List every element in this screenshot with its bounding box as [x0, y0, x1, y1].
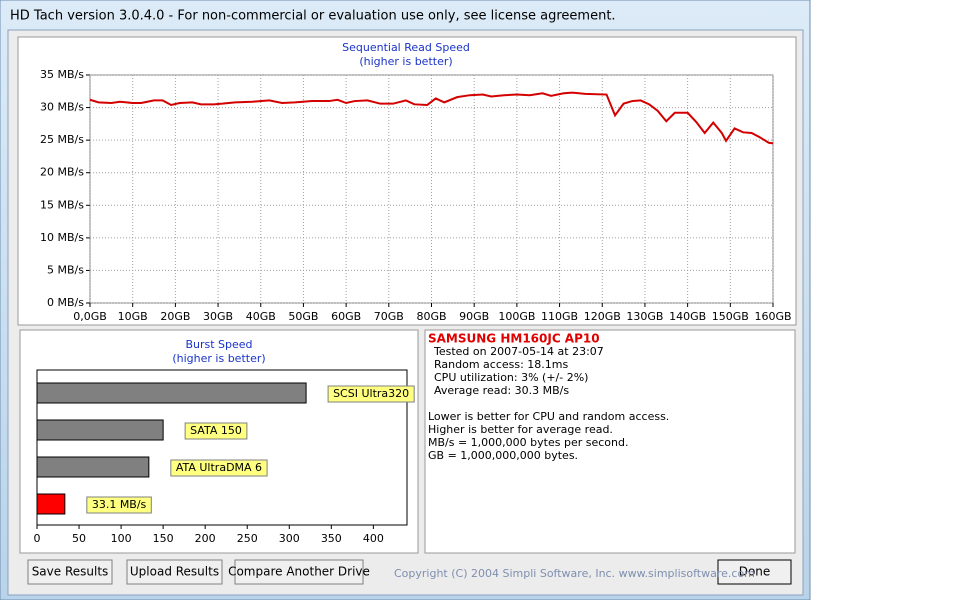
- info-note: Higher is better for average read.: [428, 423, 613, 436]
- bar-label: ATA UltraDMA 6: [176, 461, 262, 474]
- bar-label: 33.1 MB/s: [92, 498, 147, 511]
- x-tick-label: 100: [111, 532, 132, 545]
- chart-title: Burst Speed: [185, 338, 252, 351]
- bar: [36, 419, 164, 441]
- y-tick-label: 15 MB/s: [40, 198, 84, 211]
- chart-title: Sequential Read Speed: [342, 41, 470, 54]
- x-tick-label: 60GB: [331, 310, 361, 323]
- x-tick-label: 200: [195, 532, 216, 545]
- read-speed-line: [89, 91, 774, 145]
- x-tick-label: 150: [153, 532, 174, 545]
- bar-label-box: [184, 422, 248, 440]
- button[interactable]: Upload Results: [126, 559, 223, 585]
- info-note: Lower is better for CPU and random acces…: [428, 410, 669, 423]
- bar: [36, 493, 66, 515]
- bar-label: SCSI Ultra320: [333, 387, 409, 400]
- y-tick-label: 20 MB/s: [40, 166, 84, 179]
- button-face[interactable]: [27, 559, 113, 585]
- y-tick-label: 35 MB/s: [40, 68, 84, 81]
- window-title: HD Tach version 3.0.4.0 - For non-commer…: [10, 9, 616, 24]
- x-tick-label: 140GB: [669, 310, 706, 323]
- bar-label-box: [170, 459, 268, 477]
- x-tick-label: 150GB: [712, 310, 749, 323]
- chart-subtitle: (higher is better): [172, 352, 265, 365]
- info-line: CPU utilization: 3% (+/- 2%): [434, 371, 588, 384]
- y-tick-label: 30 MB/s: [40, 101, 84, 114]
- x-tick-label: 350: [321, 532, 342, 545]
- x-tick-label: 80GB: [416, 310, 446, 323]
- button-label[interactable]: Done: [739, 565, 771, 579]
- x-tick-label: 120GB: [584, 310, 621, 323]
- info-line: Average read: 30.3 MB/s: [434, 384, 569, 397]
- x-tick-label: 20GB: [160, 310, 190, 323]
- button-label[interactable]: Save Results: [32, 565, 109, 579]
- info-note: GB = 1,000,000,000 bytes.: [428, 449, 578, 462]
- bar-label: SATA 150: [190, 424, 242, 437]
- info-line: Tested on 2007-05-14 at 23:07: [433, 345, 604, 358]
- chart-subtitle: (higher is better): [359, 55, 452, 68]
- button[interactable]: Done: [717, 559, 792, 585]
- x-tick-label: 0: [34, 532, 41, 545]
- x-tick-label: 50GB: [288, 310, 318, 323]
- x-tick-label: 100GB: [498, 310, 535, 323]
- info-panel: [424, 329, 796, 554]
- x-tick-label: 90GB: [459, 310, 489, 323]
- button-face[interactable]: [717, 559, 792, 585]
- info-line: Random access: 18.1ms: [434, 358, 569, 371]
- y-tick-label: 10 MB/s: [40, 231, 84, 244]
- x-tick-label: 40GB: [246, 310, 276, 323]
- bar: [36, 382, 307, 404]
- bar-label-box: [327, 385, 415, 403]
- button-label[interactable]: Upload Results: [130, 565, 219, 579]
- x-tick-label: 0,0GB: [73, 310, 107, 323]
- x-tick-label: 110GB: [541, 310, 578, 323]
- y-tick-label: 25 MB/s: [40, 133, 84, 146]
- y-tick-label: 5 MB/s: [47, 263, 84, 276]
- x-tick-label: 50: [72, 532, 86, 545]
- button-face[interactable]: [234, 559, 364, 585]
- x-tick-label: 130GB: [626, 310, 663, 323]
- button[interactable]: Compare Another Drive: [228, 559, 370, 585]
- button-face[interactable]: [126, 559, 223, 585]
- info-note: MB/s = 1,000,000 bytes per second.: [428, 436, 628, 449]
- x-tick-label: 10GB: [118, 310, 148, 323]
- x-tick-label: 400: [363, 532, 384, 545]
- copyright: Copyright (C) 2004 Simpli Software, Inc.…: [394, 567, 755, 580]
- x-tick-label: 70GB: [374, 310, 404, 323]
- y-tick-label: 0 MB/s: [47, 296, 84, 309]
- bar-label-box: [86, 496, 152, 514]
- button[interactable]: Save Results: [27, 559, 113, 585]
- x-tick-label: 250: [237, 532, 258, 545]
- bar: [36, 456, 150, 478]
- drive-name: SAMSUNG HM160JC AP10: [428, 332, 600, 346]
- x-tick-label: 30GB: [203, 310, 233, 323]
- x-tick-label: 300: [279, 532, 300, 545]
- button-label[interactable]: Compare Another Drive: [228, 565, 370, 579]
- x-tick-label: 160GB: [754, 310, 791, 323]
